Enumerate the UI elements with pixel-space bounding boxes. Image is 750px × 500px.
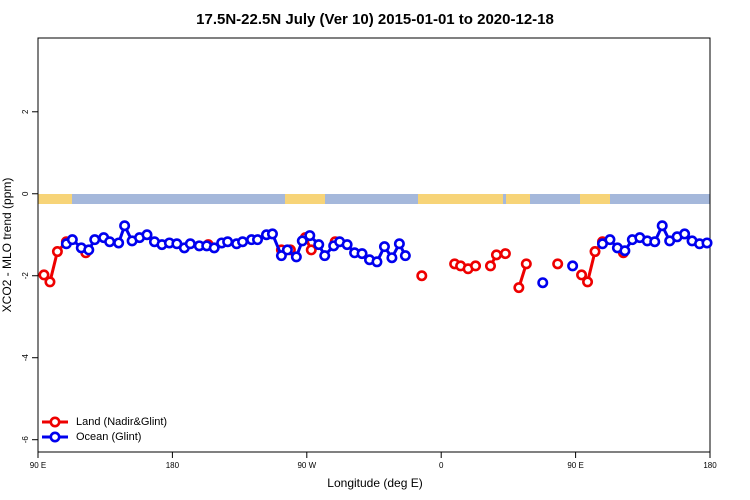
data-point	[319, 250, 331, 262]
surface-band	[38, 194, 710, 204]
data-point	[484, 260, 496, 272]
y-tick-label: -2	[21, 272, 30, 280]
data-point	[356, 248, 368, 260]
x-tick-label: 90 E	[567, 461, 583, 470]
data-point	[266, 228, 278, 240]
data-point	[537, 277, 549, 289]
data-point	[290, 251, 302, 263]
data-point	[393, 238, 405, 250]
data-point	[51, 246, 63, 258]
data-point	[281, 244, 293, 256]
data-point	[552, 258, 564, 270]
x-tick-label: 90 W	[297, 461, 316, 470]
data-point	[386, 252, 398, 264]
legend-marker	[49, 416, 61, 428]
data-point	[399, 250, 411, 262]
data-point	[104, 236, 116, 248]
data-point	[208, 242, 220, 254]
y-tick-label: 0	[21, 191, 30, 196]
x-tick-label: 180	[703, 461, 717, 470]
data-point	[237, 236, 249, 248]
data-point	[252, 234, 264, 246]
data-point	[296, 235, 308, 247]
y-axis-label: XCO2 - MLO trend (ppm)	[0, 178, 14, 313]
data-point	[589, 246, 601, 258]
data-point	[89, 234, 101, 246]
data-point	[305, 244, 317, 256]
data-point	[44, 276, 56, 288]
data-point	[490, 249, 502, 261]
data-point	[416, 270, 428, 282]
data-point	[83, 244, 95, 256]
data-point	[66, 234, 78, 246]
legend-marker	[49, 431, 61, 443]
data-point	[313, 239, 325, 251]
y-tick-label: -6	[21, 436, 30, 444]
data-point	[184, 238, 196, 250]
data-point	[513, 282, 525, 294]
data-point	[679, 228, 691, 240]
data-point	[604, 234, 616, 246]
x-axis-label: Longitude (deg E)	[327, 476, 422, 490]
data-point	[656, 220, 668, 232]
legend-label: Land (Nadir&Glint)	[76, 416, 167, 428]
data-point	[470, 260, 482, 272]
data-point	[113, 237, 125, 249]
data-point	[701, 237, 713, 249]
data-point	[576, 269, 588, 281]
data-point	[222, 236, 234, 248]
data-point	[38, 269, 50, 281]
data-point	[567, 260, 579, 272]
data-point	[141, 229, 153, 241]
data-point	[649, 236, 661, 248]
data-point	[520, 258, 532, 270]
data-point	[499, 248, 511, 260]
y-tick-label: -4	[21, 354, 30, 362]
data-point	[119, 220, 131, 232]
legend-label: Ocean (Glint)	[76, 431, 141, 443]
x-tick-label: 90 E	[30, 461, 46, 470]
data-point	[371, 256, 383, 268]
data-point	[341, 239, 353, 251]
chart-title: 17.5N-22.5N July (Ver 10) 2015-01-01 to …	[196, 11, 554, 28]
data-point	[304, 230, 316, 242]
x-tick-label: 180	[166, 461, 180, 470]
data-point	[582, 276, 594, 288]
data-point	[619, 245, 631, 257]
y-tick-label: 2	[21, 109, 30, 114]
x-tick-label: 0	[439, 461, 444, 470]
data-point	[378, 241, 390, 253]
